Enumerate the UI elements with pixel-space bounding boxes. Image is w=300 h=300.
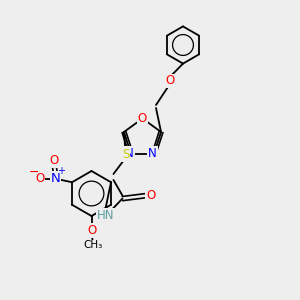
Text: O: O: [50, 154, 58, 167]
Text: O: O: [146, 189, 156, 202]
Text: N: N: [51, 172, 60, 185]
Text: +: +: [58, 166, 65, 176]
Text: CH₃: CH₃: [83, 240, 103, 250]
Text: S: S: [122, 148, 129, 161]
Text: O: O: [138, 112, 147, 125]
Text: HN: HN: [97, 208, 115, 222]
Text: O: O: [87, 224, 96, 237]
Text: O: O: [165, 74, 174, 88]
Text: O: O: [35, 172, 44, 185]
Text: N: N: [148, 147, 157, 160]
Text: N: N: [125, 147, 134, 160]
Text: −: −: [29, 166, 39, 179]
